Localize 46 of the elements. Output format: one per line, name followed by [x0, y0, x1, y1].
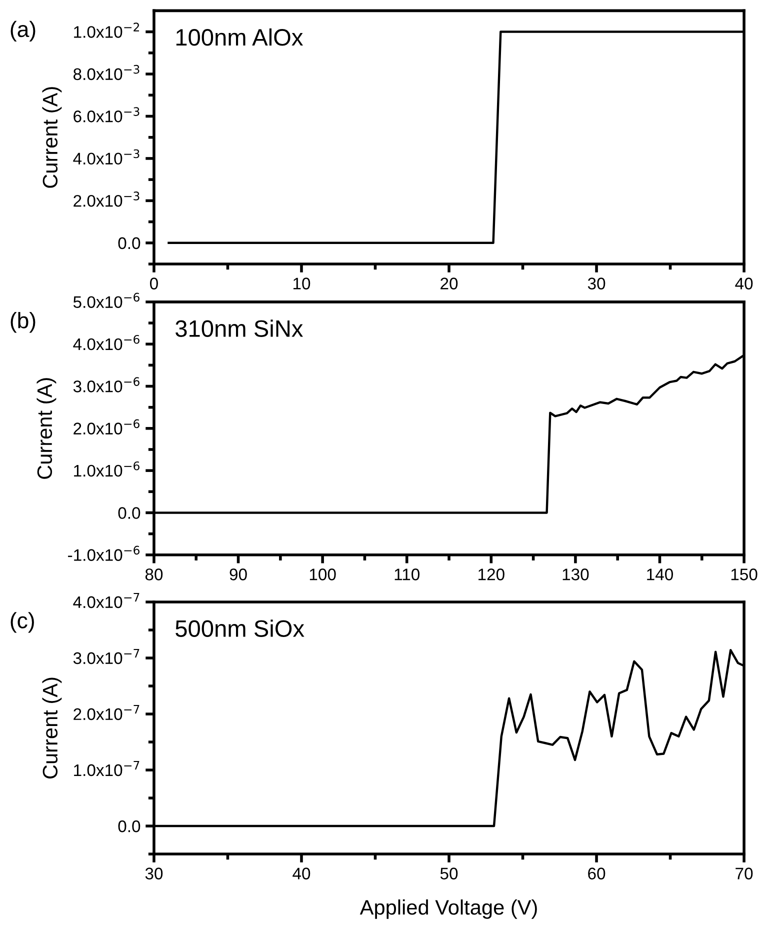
- y-tick-label: 0.0: [118, 507, 140, 519]
- x-tick-label: 10: [293, 278, 310, 290]
- x-tick-label: 120: [478, 568, 504, 580]
- y-tick-label: 2.0x10$^{−3}$: [74, 192, 140, 207]
- annotation: 100nm AlOx: [176, 28, 303, 46]
- annotation: 310nm SiNx: [176, 320, 303, 337]
- y-tick-label: 4.0x10$^{−3}$: [73, 149, 140, 165]
- x-tick-label: 150: [731, 568, 758, 580]
- x-tick-label: 90: [230, 568, 247, 580]
- y-tick-label: 3.0x10$^{−6}$: [73, 377, 140, 392]
- x-tick-label: 110: [394, 568, 420, 580]
- y-tick-label: 6.0x10$^{−3}$: [74, 107, 140, 122]
- x-tick-label: 40: [292, 868, 310, 880]
- y-tick-label: 4.0x10$^{−7}$: [73, 593, 140, 608]
- y-tick-label: 1.0x10$^{−2}$: [74, 22, 140, 38]
- y-axis-title: Current (A): [36, 378, 56, 479]
- annotation: 500nm SiOx: [176, 620, 304, 637]
- x-tick-label: 100: [310, 568, 336, 580]
- y-tick-label: 4.0x10$^{−6}$: [73, 334, 140, 350]
- text: (a): [10, 20, 36, 42]
- x-tick-label: 80: [145, 568, 163, 580]
- x-tick-label: 140: [647, 568, 673, 580]
- x-tick-label: 70: [736, 868, 753, 880]
- y-tick-label: 8.0x10$^{−3}$: [74, 64, 140, 80]
- x-tick-label: 60: [588, 868, 606, 880]
- y-tick-label: 2.0x10$^{−6}$: [74, 419, 140, 434]
- y-axis-title: Current (A): [42, 87, 62, 188]
- y-tick-label: 1.0x10$^{−6}$: [74, 461, 140, 477]
- x-axis-title: Applied Voltage (V): [360, 899, 537, 919]
- x-tick-label: 40: [735, 278, 753, 290]
- x-tick-label: 0: [150, 278, 158, 290]
- y-axis-title: Current (A): [42, 678, 62, 778]
- y-tick-label: 0.0: [118, 820, 140, 832]
- text: (c): [10, 612, 34, 633]
- x-tick-label: 30: [588, 278, 606, 290]
- x-tick-label: 30: [145, 868, 163, 880]
- y-tick-label: -1.0x10$^{−6}$: [68, 546, 140, 561]
- y-tick-label: 3.0x10$^{−7}$: [73, 649, 140, 664]
- y-tick-label: 0.0: [118, 237, 140, 250]
- x-tick-label: 50: [440, 868, 458, 880]
- x-tick-label: 20: [440, 278, 458, 290]
- y-tick-label: 2.0x10$^{−7}$: [74, 705, 140, 720]
- text: (b): [10, 312, 36, 333]
- x-tick-label: 130: [562, 568, 589, 580]
- y-tick-label: 1.0x10$^{−7}$: [74, 761, 140, 776]
- y-tick-label: 5.0x10$^{−6}$: [73, 292, 140, 308]
